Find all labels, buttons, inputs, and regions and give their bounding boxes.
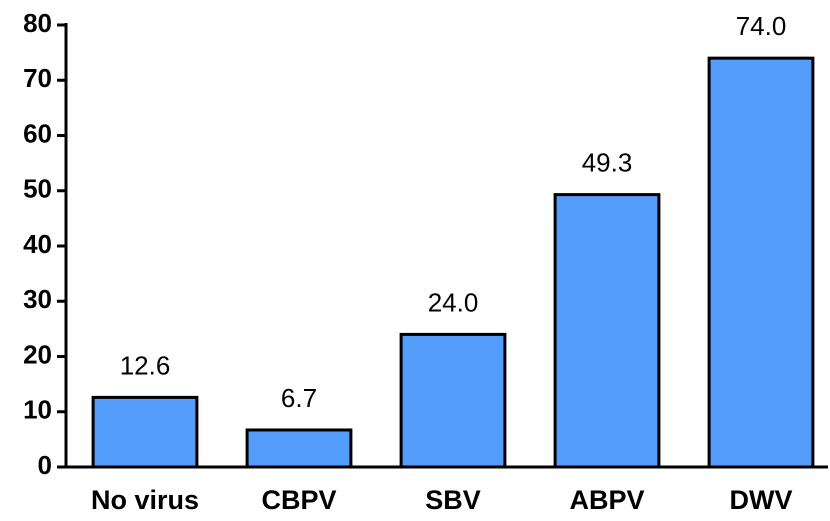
y-tick-label: 80 [23,8,52,38]
value-label: 74.0 [736,11,787,41]
y-tick-label: 10 [23,395,52,425]
y-tick-label: 30 [23,284,52,314]
y-tick-label: 50 [23,174,52,204]
y-tick-label: 70 [23,63,52,93]
y-tick-label: 0 [38,450,52,480]
value-label: 49.3 [582,147,633,177]
x-tick-label: ABPV [569,485,644,515]
x-tick-label: DWV [730,485,793,515]
value-label: 12.6 [120,350,171,380]
x-tick-label: CBPV [261,485,336,515]
x-tick-label: SBV [425,485,481,515]
y-tick-label: 40 [23,229,52,259]
y-tick-label: 60 [23,118,52,148]
bar [553,193,661,469]
bar [399,332,507,469]
bar [707,56,815,469]
value-label: 6.7 [281,383,317,413]
x-tick-label: No virus [91,485,199,515]
value-label: 24.0 [428,287,479,317]
bar [91,395,199,469]
y-tick-label: 20 [23,339,52,369]
bar [245,428,353,469]
